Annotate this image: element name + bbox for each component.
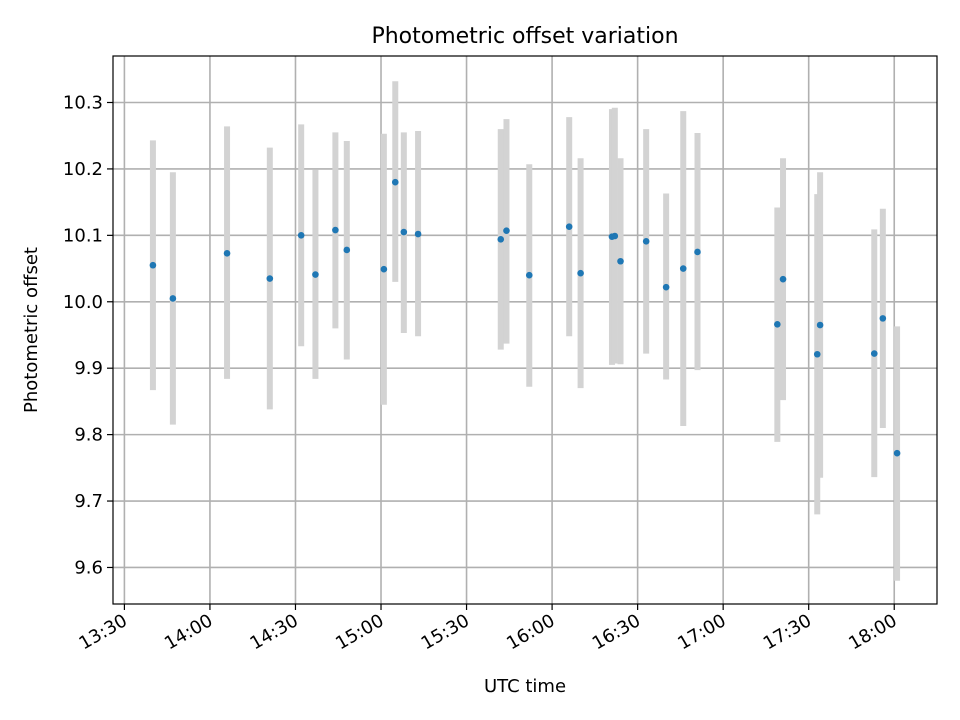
grid-layer <box>113 56 937 604</box>
data-point <box>565 223 573 231</box>
x-tick-label: 15:30 <box>418 610 473 654</box>
y-tick-label: 9.9 <box>74 358 103 379</box>
data-point <box>679 265 687 272</box>
x-tick-label: 14:30 <box>247 610 302 654</box>
x-tick-label: 16:30 <box>589 610 644 654</box>
data-point <box>169 295 177 302</box>
y-tick-label: 10.3 <box>63 92 103 113</box>
point-layer <box>149 178 901 457</box>
errorbar-layer <box>149 81 901 581</box>
y-tick-label: 10.0 <box>63 292 103 313</box>
y-tick-label: 10.1 <box>63 225 103 246</box>
data-point <box>503 227 510 234</box>
x-tick-label: 17:30 <box>760 610 815 654</box>
data-point <box>343 246 351 254</box>
data-point <box>380 265 388 273</box>
data-point <box>525 271 533 279</box>
y-tick-label: 9.7 <box>74 491 103 512</box>
data-point <box>617 257 624 265</box>
x-tick-label: 15:00 <box>332 610 387 654</box>
data-point <box>332 226 339 234</box>
data-point <box>662 283 670 291</box>
data-point <box>879 315 887 322</box>
x-tick-label: 13:30 <box>75 610 130 654</box>
data-point <box>414 230 422 238</box>
data-point <box>870 350 878 357</box>
plot-frame <box>112 55 938 605</box>
data-point <box>694 248 701 256</box>
y-tick-label: 9.6 <box>74 557 103 578</box>
y-tick-label: 9.8 <box>74 425 103 446</box>
data-point <box>816 321 824 329</box>
data-point <box>577 269 584 277</box>
x-tick-label: 18:00 <box>845 610 900 654</box>
data-point <box>391 178 399 186</box>
data-point <box>312 271 319 278</box>
data-point <box>149 261 157 269</box>
data-point <box>266 275 274 282</box>
y-tick-label: 10.2 <box>63 159 103 180</box>
data-point <box>779 275 787 283</box>
chart-title: Photometric offset variation <box>371 24 678 49</box>
x-tick-label: 14:00 <box>161 610 216 654</box>
data-point <box>774 321 781 328</box>
x-tick-label: 17:00 <box>674 610 729 654</box>
data-point <box>893 449 901 457</box>
x-tick-label: 16:00 <box>503 610 558 654</box>
data-point <box>497 236 505 243</box>
y-axis-label: Photometric offset <box>21 247 42 413</box>
data-point <box>400 228 408 236</box>
data-point <box>297 232 305 239</box>
data-point <box>223 249 231 257</box>
data-point <box>813 350 821 358</box>
x-axis-label: UTC time <box>484 676 566 697</box>
data-point <box>611 232 619 240</box>
data-point <box>642 238 650 245</box>
